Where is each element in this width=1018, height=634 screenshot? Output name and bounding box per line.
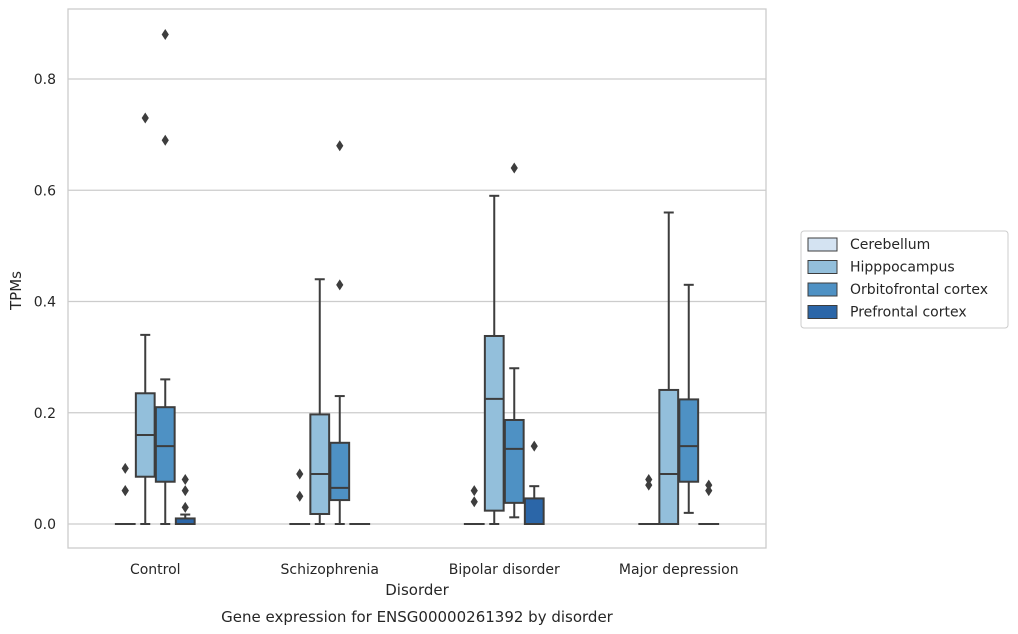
box-orbitofrontal-cortex (678, 283, 700, 514)
outlier-point (470, 496, 478, 508)
y-axis-label: TPMs (7, 271, 25, 311)
outlier-point (161, 134, 169, 146)
legend-swatch (807, 237, 838, 252)
outlier-point (645, 474, 653, 485)
legend-swatch (807, 260, 838, 274)
box-orbitofrontal-cortex (154, 29, 176, 525)
y-tick-label: 0.0 (34, 517, 56, 533)
outlier-point (181, 474, 189, 485)
legend-swatch (807, 305, 838, 319)
outlier-point (121, 485, 129, 497)
legend-item: Orbitofrontal cortex (807, 282, 988, 298)
chart-caption: Gene expression for ENSG00000261392 by d… (221, 608, 614, 626)
legend-swatch (807, 282, 838, 297)
plot-frame (67, 8, 767, 549)
x-tick-label: Major depression (619, 562, 739, 578)
outlier-point (470, 485, 478, 497)
outlier-point (705, 485, 713, 497)
box-body (523, 497, 545, 526)
box-prefrontal-cortex (174, 474, 196, 525)
box-cerebellum (463, 485, 485, 526)
box-body (154, 406, 176, 483)
outlier-point (645, 479, 653, 491)
box-body (678, 398, 700, 483)
x-tick-label: Schizophrenia (281, 562, 379, 578)
x-axis: Control Schizophrenia Bipolar disorder Majo… (130, 562, 739, 578)
box-body (329, 441, 351, 502)
legend-label: Orbitofrontal cortex (850, 282, 988, 298)
box-body (503, 418, 525, 504)
y-tick-label: 0.6 (34, 183, 56, 199)
box-plot-series (114, 29, 720, 526)
box-prefrontal-cortex (698, 479, 720, 526)
outlier-point (181, 501, 189, 513)
outlier-point (296, 490, 304, 502)
box-cerebellum (289, 468, 311, 526)
box-prefrontal-cortex (523, 440, 545, 526)
outlier-point (181, 485, 189, 497)
box-body (658, 388, 680, 525)
box-cerebellum (638, 474, 660, 526)
box-hipppocampus (658, 211, 680, 525)
legend-item: Cerebellum (807, 237, 930, 253)
y-tick-label: 0.8 (34, 72, 56, 88)
outlier-point (121, 462, 129, 474)
legend: Cerebellum Hipppocampus Orbitofrontal cort… (800, 230, 1009, 329)
box-hipppocampus (309, 278, 331, 525)
legend-label: Prefrontal cortex (850, 305, 967, 321)
outlier-point (530, 440, 538, 452)
box-orbitofrontal-cortex (503, 162, 525, 519)
box-hipppocampus (134, 112, 156, 525)
legend-label: Cerebellum (850, 237, 930, 253)
y-tick-label: 0.2 (34, 406, 56, 422)
box-orbitofrontal-cortex (329, 140, 351, 525)
outlier-point (296, 468, 304, 480)
x-tick-label: Control (130, 562, 181, 578)
outlier-point (705, 479, 713, 491)
outlier-point (336, 140, 344, 152)
x-axis-label: Disorder (385, 581, 449, 599)
box-body (483, 334, 505, 512)
box-cerebellum (114, 462, 136, 526)
outlier-point (510, 162, 518, 174)
box-hipppocampus (483, 194, 505, 525)
outlier-point (141, 112, 149, 124)
legend-item: Prefrontal cortex (807, 305, 967, 321)
box-body (309, 413, 331, 515)
legend-item: Hipppocampus (807, 260, 955, 276)
x-tick-label: Bipolar disorder (449, 562, 560, 578)
legend-label: Hipppocampus (850, 260, 955, 276)
legend-frame (800, 230, 1009, 329)
y-axis: 0.0 0.2 0.4 0.6 0.8 (34, 72, 56, 533)
outlier-point (161, 29, 169, 40)
outlier-point (336, 279, 344, 291)
y-tick-label: 0.4 (34, 295, 56, 311)
